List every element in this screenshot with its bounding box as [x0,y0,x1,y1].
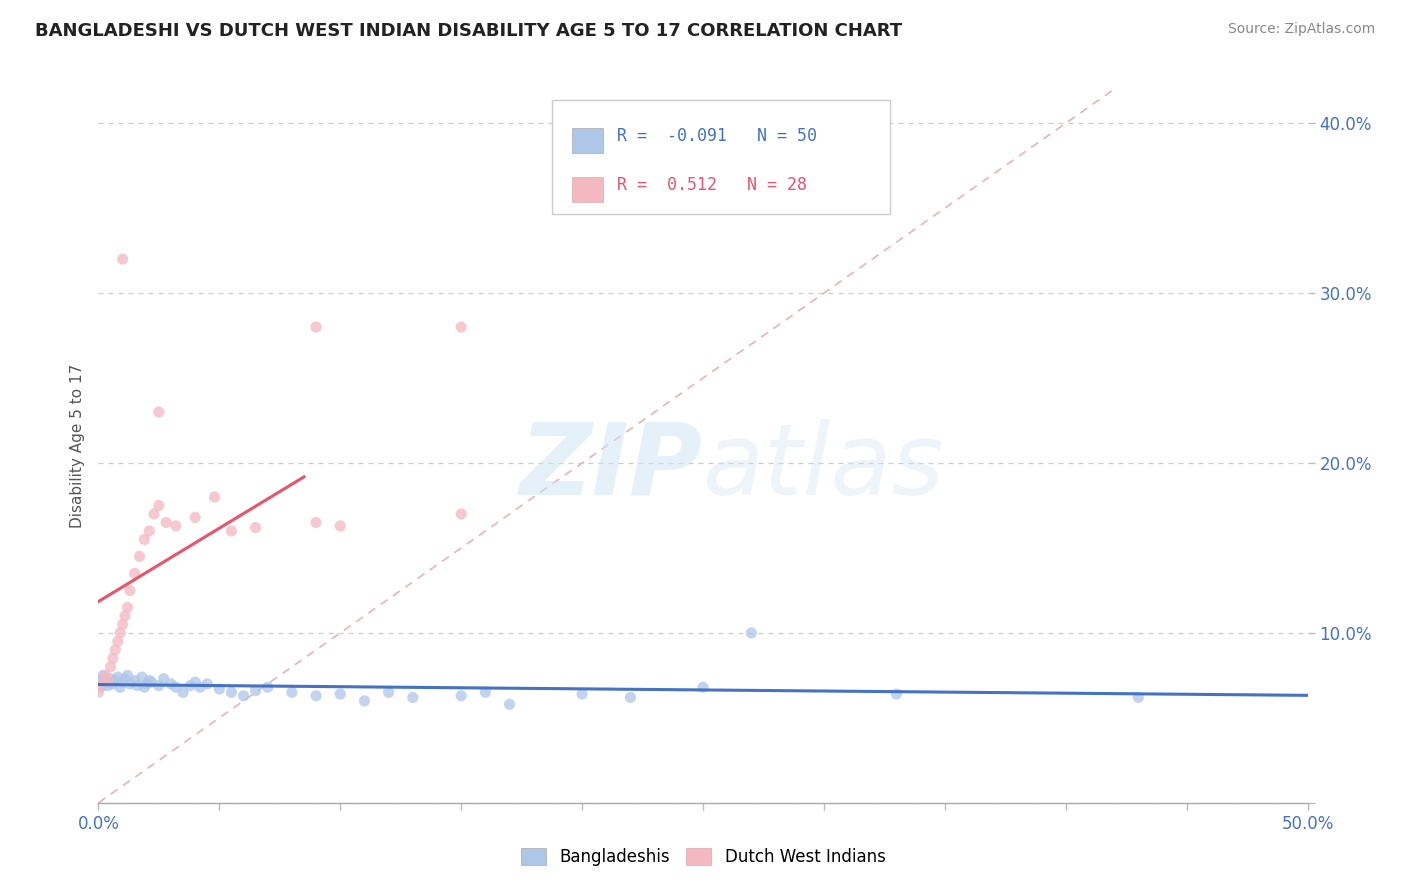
Point [104,673,127,688]
Point [377,685,399,699]
Text: atlas: atlas [703,419,945,516]
Point [90,680,112,694]
Bar [572,177,603,202]
Point [184,510,207,524]
Text: ZIP: ZIP [520,419,703,516]
Point [155,516,177,530]
Point [128,549,150,564]
Point [450,507,472,521]
Point [208,681,231,696]
Point [148,679,170,693]
Point [111,617,134,632]
Point [571,687,593,701]
Point [195,677,218,691]
Point [114,608,136,623]
Point [450,689,472,703]
Point [256,680,278,694]
Point [245,520,267,534]
Point [124,566,146,581]
Text: BANGLADESHI VS DUTCH WEST INDIAN DISABILITY AGE 5 TO 17 CORRELATION CHART: BANGLADESHI VS DUTCH WEST INDIAN DISABIL… [35,22,903,40]
Point [100,672,122,686]
Point [179,679,201,693]
Point [148,499,170,513]
Point [245,683,267,698]
Point [305,516,328,530]
Point [97,673,120,688]
Point [134,533,156,547]
Point [172,685,194,699]
Point [134,680,156,694]
Point [87,673,110,688]
Point [108,680,131,694]
Point [305,689,328,703]
Point [232,689,254,703]
Point [94,668,117,682]
FancyBboxPatch shape [553,100,890,214]
Point [91,668,114,682]
Point [886,687,908,701]
Point [165,519,187,533]
Point [131,670,153,684]
Point [104,643,127,657]
Point [450,320,472,334]
Point [135,677,157,691]
Point [111,675,134,690]
Point [160,677,183,691]
Point [188,680,211,694]
Point [221,685,243,699]
Point [184,675,207,690]
Point [94,675,117,690]
Point [90,677,112,691]
Point [474,685,496,699]
Point [108,626,131,640]
Point [100,660,122,674]
Point [143,507,166,521]
Point [619,690,641,705]
Point [152,672,174,686]
Point [118,677,141,691]
Text: R =  -0.091   N = 50: R = -0.091 N = 50 [617,127,817,145]
Point [114,672,136,686]
Point [1128,690,1150,705]
Point [281,685,304,699]
Text: Source: ZipAtlas.com: Source: ZipAtlas.com [1227,22,1375,37]
Point [148,405,170,419]
Point [124,673,146,688]
Point [138,524,160,538]
Point [402,690,425,705]
Legend: Bangladeshis, Dutch West Indians: Bangladeshis, Dutch West Indians [515,841,891,873]
Point [117,600,139,615]
Point [107,670,129,684]
Point [107,634,129,648]
Point [111,252,134,266]
Point [740,626,762,640]
Point [165,680,187,694]
Point [204,490,226,504]
Point [101,651,124,665]
Point [305,320,328,334]
Point [221,524,243,538]
Point [329,519,352,533]
Point [141,675,163,690]
Point [97,679,120,693]
Point [117,668,139,682]
Point [87,685,110,699]
Point [138,673,160,688]
Point [127,679,149,693]
Point [101,677,124,691]
Point [353,694,375,708]
Point [329,687,352,701]
Point [118,583,141,598]
Point [498,698,520,712]
Y-axis label: Disability Age 5 to 17: Disability Age 5 to 17 [70,364,86,528]
Bar [572,128,603,153]
Point [692,680,714,694]
Text: R =  0.512   N = 28: R = 0.512 N = 28 [617,177,807,194]
